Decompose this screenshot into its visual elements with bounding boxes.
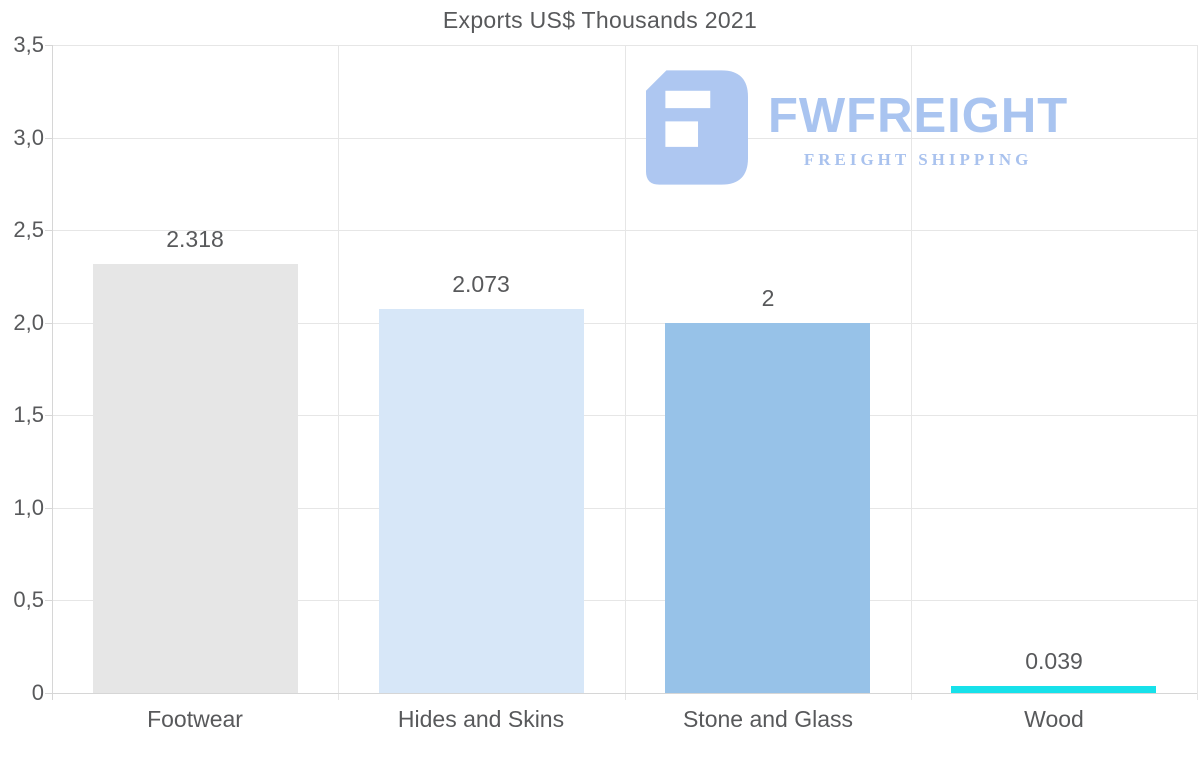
brand-name: FWFREIGHT bbox=[768, 89, 1069, 143]
x-gridline bbox=[1197, 45, 1198, 700]
bar-footwear[interactable] bbox=[93, 264, 298, 693]
y-axis-tick-label: 3,5 bbox=[13, 32, 44, 57]
brand-watermark: FWFREIGHT FREIGHT SHIPPING bbox=[646, 70, 1068, 185]
y-axis-line bbox=[52, 45, 53, 700]
fwfreight-logo-icon bbox=[646, 70, 748, 185]
chart-title: Exports US$ Thousands 2021 bbox=[442, 7, 758, 33]
y-gridline bbox=[52, 138, 1197, 139]
y-tick-mark bbox=[45, 230, 52, 231]
x-gridline bbox=[911, 45, 912, 700]
bar-value-label: 0.039 bbox=[1025, 648, 1083, 674]
y-gridline bbox=[52, 45, 1197, 46]
y-gridline bbox=[52, 230, 1197, 231]
x-gridline bbox=[338, 45, 339, 700]
y-gridline bbox=[52, 323, 1197, 324]
y-axis-tick-label: 1,5 bbox=[13, 402, 44, 427]
y-axis-tick-label: 2,0 bbox=[13, 310, 44, 335]
brand-text-block: FWFREIGHT FREIGHT SHIPPING bbox=[768, 70, 1068, 170]
y-axis-tick-label: 0,5 bbox=[13, 587, 44, 612]
y-tick-mark bbox=[45, 600, 52, 601]
y-tick-mark bbox=[45, 415, 52, 416]
y-axis-tick-label: 1,0 bbox=[13, 495, 44, 520]
x-axis-baseline bbox=[52, 693, 1197, 694]
x-gridline bbox=[625, 45, 626, 700]
y-axis-tick-label: 3,0 bbox=[13, 125, 44, 150]
y-axis-tick-label: 0 bbox=[31, 680, 44, 705]
brand-tagline: FREIGHT SHIPPING bbox=[803, 150, 1033, 169]
x-axis-category-label: Wood bbox=[1024, 706, 1084, 732]
y-tick-mark bbox=[45, 323, 52, 324]
y-gridline bbox=[52, 600, 1197, 601]
y-gridline bbox=[52, 508, 1197, 509]
bar-stone-and-glass[interactable] bbox=[665, 323, 870, 693]
bar-value-label: 2.318 bbox=[166, 226, 224, 252]
x-axis-category-label: Stone and Glass bbox=[682, 706, 854, 732]
y-tick-mark bbox=[45, 508, 52, 509]
x-axis-category-label: Footwear bbox=[147, 706, 243, 732]
bar-value-label: 2.073 bbox=[452, 271, 510, 297]
bar-hides-and-skins[interactable] bbox=[379, 309, 584, 693]
y-tick-mark bbox=[45, 138, 52, 139]
bar-value-label: 2 bbox=[761, 285, 775, 311]
y-axis-tick-label: 2,5 bbox=[13, 217, 44, 242]
y-gridline bbox=[52, 415, 1197, 416]
bar-wood[interactable] bbox=[951, 686, 1156, 693]
y-tick-mark bbox=[45, 693, 52, 694]
x-axis-category-label: Hides and Skins bbox=[397, 706, 565, 732]
y-tick-mark bbox=[45, 45, 52, 46]
